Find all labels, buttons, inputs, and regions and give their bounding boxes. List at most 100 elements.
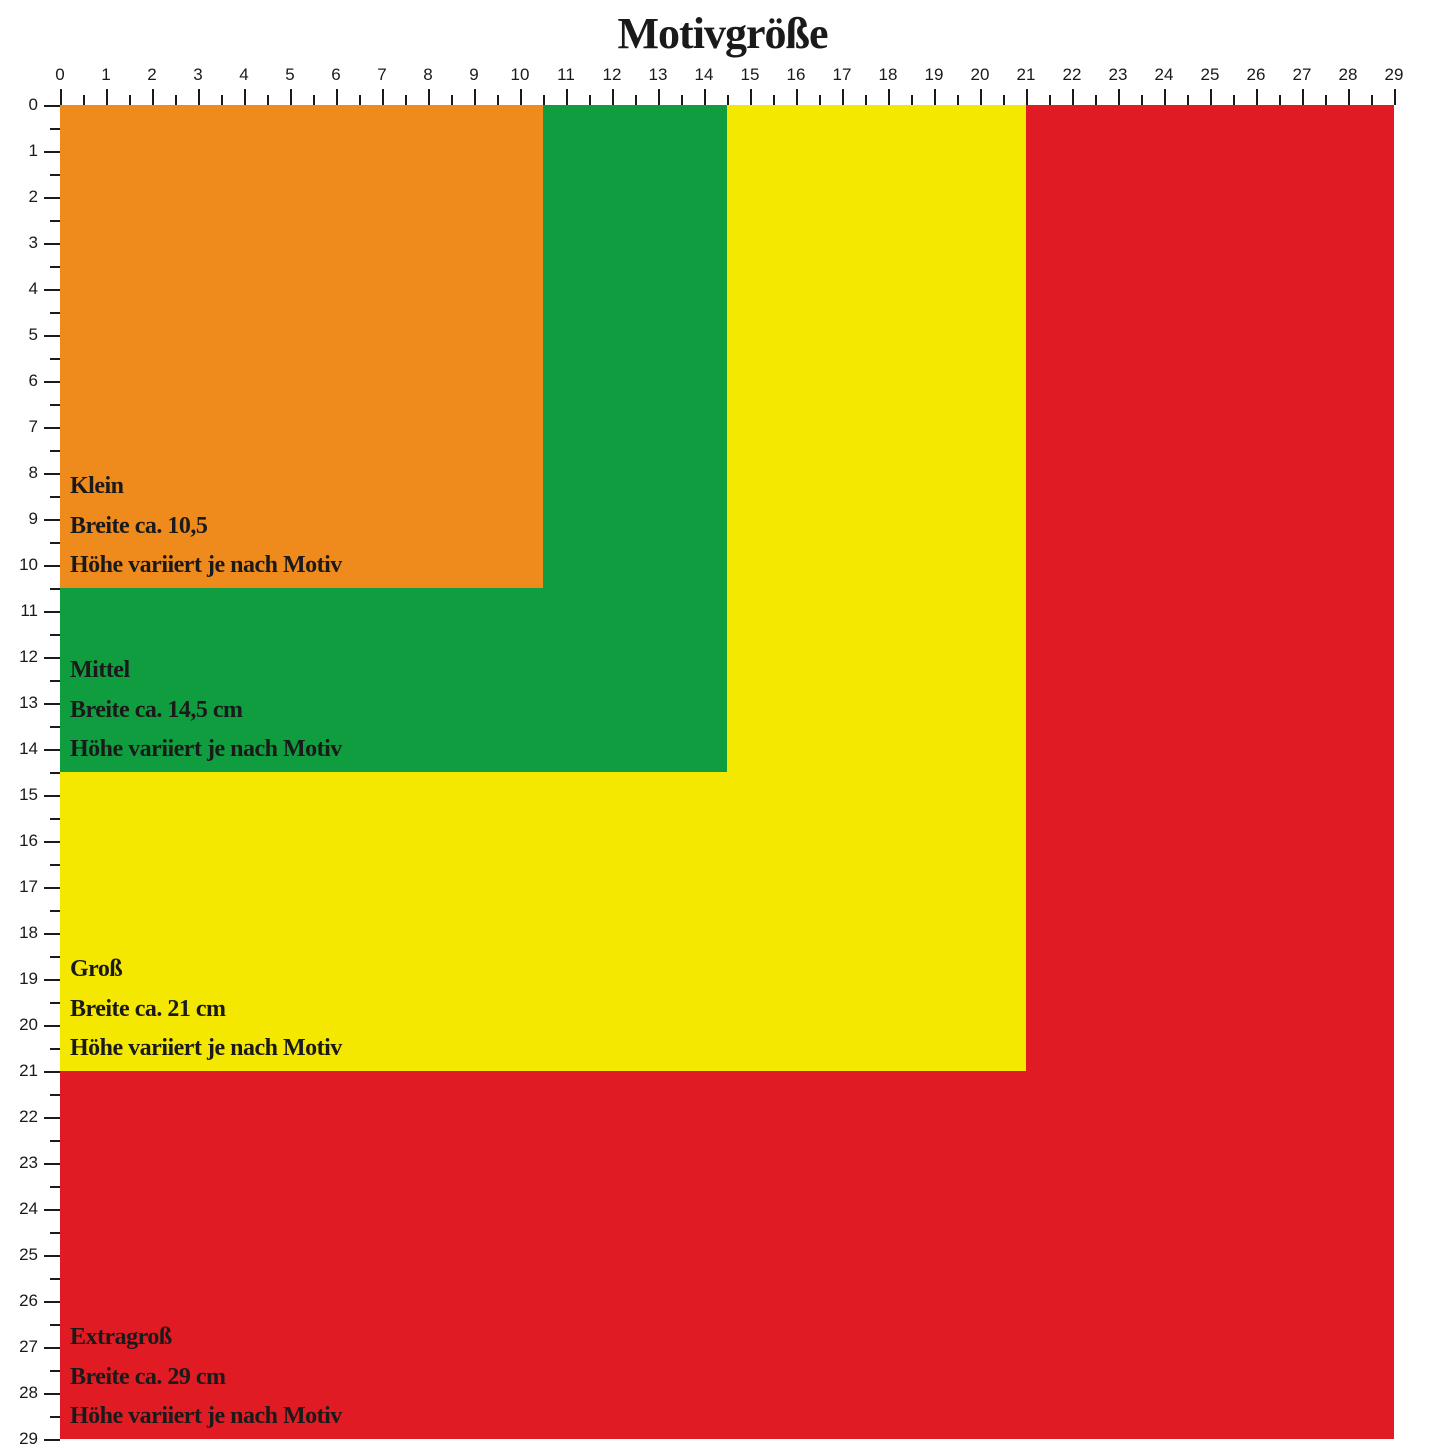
ruler-label: 28 bbox=[1339, 65, 1358, 85]
ruler-label: 3 bbox=[29, 233, 38, 253]
ruler-tick-minor bbox=[129, 95, 131, 105]
ruler-tick bbox=[60, 89, 62, 105]
ruler-tick bbox=[44, 749, 60, 751]
ruler-tick-minor bbox=[50, 358, 60, 360]
ruler-tick-minor bbox=[50, 910, 60, 912]
ruler-label: 27 bbox=[19, 1337, 38, 1357]
ruler-tick bbox=[44, 197, 60, 199]
ruler-tick-minor bbox=[50, 1048, 60, 1050]
ruler-label: 29 bbox=[19, 1429, 38, 1449]
ruler-tick bbox=[44, 243, 60, 245]
ruler-tick-minor bbox=[50, 818, 60, 820]
size-box-klein: KleinBreite ca. 10,5Höhe variiert je nac… bbox=[60, 105, 543, 588]
ruler-label: 14 bbox=[695, 65, 714, 85]
ruler-tick bbox=[704, 89, 706, 105]
ruler-tick bbox=[44, 1209, 60, 1211]
ruler-tick-minor bbox=[313, 95, 315, 105]
ruler-tick-minor bbox=[83, 95, 85, 105]
ruler-tick bbox=[44, 1255, 60, 1257]
size-height: Höhe variiert je nach Motiv bbox=[70, 730, 342, 770]
size-width: Breite ca. 14,5 cm bbox=[70, 691, 342, 731]
ruler-label: 4 bbox=[29, 279, 38, 299]
ruler-label: 28 bbox=[19, 1383, 38, 1403]
ruler-label: 1 bbox=[29, 141, 38, 161]
ruler-label: 1 bbox=[101, 65, 110, 85]
ruler-tick-minor bbox=[589, 95, 591, 105]
ruler-tick-minor bbox=[865, 95, 867, 105]
ruler-tick-minor bbox=[50, 634, 60, 636]
size-box-label: KleinBreite ca. 10,5Höhe variiert je nac… bbox=[70, 467, 342, 586]
ruler-tick-minor bbox=[50, 496, 60, 498]
ruler-tick bbox=[44, 289, 60, 291]
ruler-label: 12 bbox=[603, 65, 622, 85]
ruler-label: 21 bbox=[19, 1061, 38, 1081]
ruler-tick bbox=[44, 335, 60, 337]
ruler-tick bbox=[1164, 89, 1166, 105]
size-width: Breite ca. 29 cm bbox=[70, 1358, 342, 1398]
ruler-tick-minor bbox=[543, 95, 545, 105]
size-width: Breite ca. 10,5 bbox=[70, 507, 342, 547]
ruler-tick-minor bbox=[405, 95, 407, 105]
ruler-tick bbox=[1348, 89, 1350, 105]
ruler-tick bbox=[44, 933, 60, 935]
ruler-tick bbox=[750, 89, 752, 105]
ruler-tick-minor bbox=[50, 128, 60, 130]
ruler-tick bbox=[44, 473, 60, 475]
ruler-tick bbox=[44, 657, 60, 659]
ruler-label: 0 bbox=[55, 65, 64, 85]
ruler-tick bbox=[152, 89, 154, 105]
ruler-tick-minor bbox=[497, 95, 499, 105]
ruler-label: 17 bbox=[19, 877, 38, 897]
ruler-label: 25 bbox=[19, 1245, 38, 1265]
ruler-tick bbox=[1210, 89, 1212, 105]
ruler-label: 20 bbox=[971, 65, 990, 85]
ruler-tick bbox=[336, 89, 338, 105]
ruler-tick-minor bbox=[50, 772, 60, 774]
ruler-tick-minor bbox=[359, 95, 361, 105]
ruler-tick bbox=[382, 89, 384, 105]
ruler-label: 20 bbox=[19, 1015, 38, 1035]
ruler-tick-minor bbox=[50, 588, 60, 590]
size-box-label: GroßBreite ca. 21 cmHöhe variiert je nac… bbox=[70, 950, 342, 1069]
size-name: Extragroß bbox=[70, 1318, 342, 1358]
ruler-tick bbox=[244, 89, 246, 105]
chart-title: Motivgröße bbox=[0, 8, 1445, 59]
ruler-tick-minor bbox=[1371, 95, 1373, 105]
ruler-label: 26 bbox=[19, 1291, 38, 1311]
ruler-tick-minor bbox=[50, 404, 60, 406]
ruler-tick-minor bbox=[50, 726, 60, 728]
ruler-tick-minor bbox=[50, 1232, 60, 1234]
ruler-tick bbox=[934, 89, 936, 105]
ruler-tick-minor bbox=[50, 266, 60, 268]
ruler-tick-minor bbox=[50, 680, 60, 682]
ruler-label: 6 bbox=[29, 371, 38, 391]
ruler-label: 15 bbox=[19, 785, 38, 805]
ruler-tick bbox=[44, 1071, 60, 1073]
ruler-tick bbox=[1394, 89, 1396, 105]
ruler-label: 27 bbox=[1293, 65, 1312, 85]
ruler-label: 16 bbox=[787, 65, 806, 85]
ruler-label: 25 bbox=[1201, 65, 1220, 85]
ruler-tick bbox=[44, 519, 60, 521]
ruler-label: 15 bbox=[741, 65, 760, 85]
ruler-tick bbox=[44, 795, 60, 797]
ruler-label: 5 bbox=[29, 325, 38, 345]
size-height: Höhe variiert je nach Motiv bbox=[70, 546, 342, 586]
ruler-label: 19 bbox=[19, 969, 38, 989]
ruler-label: 10 bbox=[511, 65, 530, 85]
ruler-tick bbox=[198, 89, 200, 105]
ruler-tick-minor bbox=[1279, 95, 1281, 105]
ruler-tick bbox=[44, 427, 60, 429]
ruler-tick-minor bbox=[819, 95, 821, 105]
ruler-tick-minor bbox=[1325, 95, 1327, 105]
ruler-tick bbox=[612, 89, 614, 105]
ruler-label: 11 bbox=[557, 65, 575, 85]
ruler-label: 24 bbox=[19, 1199, 38, 1219]
size-box-label: ExtragroßBreite ca. 29 cmHöhe variiert j… bbox=[70, 1318, 342, 1437]
ruler-tick bbox=[566, 89, 568, 105]
ruler-label: 13 bbox=[649, 65, 668, 85]
ruler-tick bbox=[44, 565, 60, 567]
ruler-tick-minor bbox=[635, 95, 637, 105]
ruler-label: 19 bbox=[925, 65, 944, 85]
ruler-tick bbox=[44, 703, 60, 705]
